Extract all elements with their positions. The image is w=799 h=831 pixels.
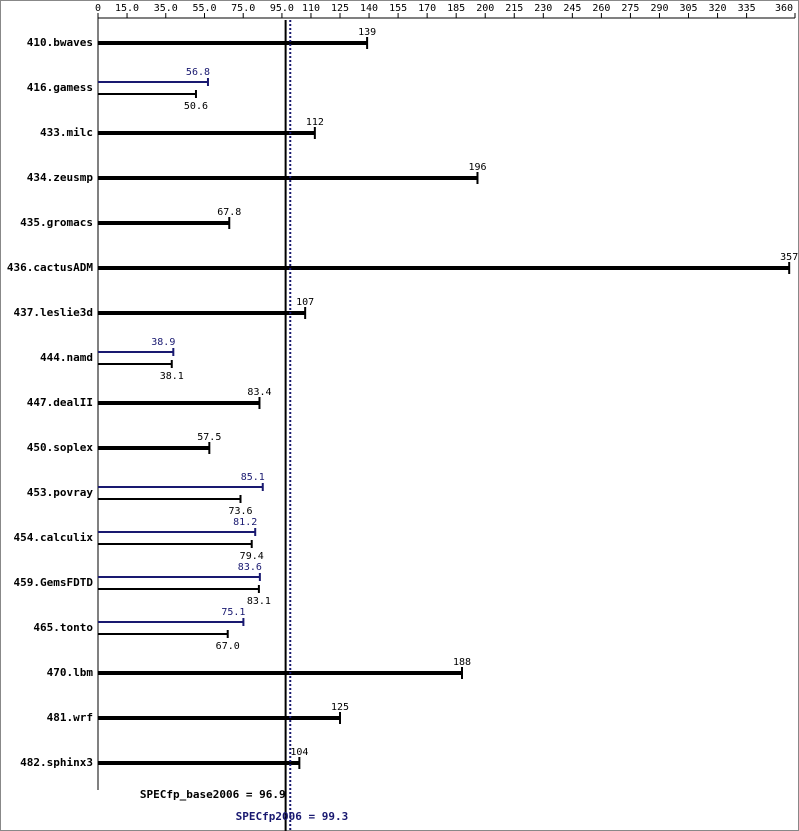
- category-label: 454.calculix: [14, 531, 94, 544]
- category-label: 459.GemsFDTD: [14, 576, 94, 589]
- category-label: 470.lbm: [47, 666, 94, 679]
- x-tick-label: 260: [592, 3, 610, 14]
- reference-label: SPECfp_base2006 = 96.9: [140, 788, 286, 801]
- x-tick-label: 0: [95, 3, 101, 14]
- x-tick-label: 305: [679, 3, 697, 14]
- category-label: 453.povray: [27, 486, 94, 499]
- value-label: 139: [358, 27, 376, 38]
- value-label: 112: [306, 117, 324, 128]
- category-label: 450.soplex: [27, 441, 94, 454]
- category-label: 437.leslie3d: [14, 306, 93, 319]
- category-label: 436.cactusADM: [7, 261, 93, 274]
- category-label: 410.bwaves: [27, 36, 93, 49]
- category-label: 482.sphinx3: [20, 756, 93, 769]
- x-tick-label: 245: [563, 3, 581, 14]
- category-label: 447.dealII: [27, 396, 93, 409]
- category-label: 481.wrf: [47, 711, 93, 724]
- x-tick-label: 230: [534, 3, 552, 14]
- category-label: 465.tonto: [33, 621, 93, 634]
- value-label: 357: [780, 252, 798, 263]
- value-label: 73.6: [228, 506, 252, 517]
- value-label: 83.4: [247, 387, 271, 398]
- x-tick-label: 200: [476, 3, 494, 14]
- x-tick-label: 110: [302, 3, 320, 14]
- category-label: 416.gamess: [27, 81, 93, 94]
- x-tick-label: 185: [447, 3, 465, 14]
- value-label: 38.1: [160, 371, 184, 382]
- value-label: 104: [290, 747, 308, 758]
- value-label: 67.0: [216, 641, 240, 652]
- value-label: 125: [331, 702, 349, 713]
- category-label: 433.milc: [40, 126, 93, 139]
- x-tick-label: 95.0: [270, 3, 294, 14]
- x-tick-label: 35.0: [154, 3, 178, 14]
- value-label: 107: [296, 297, 314, 308]
- x-tick-label: 15.0: [115, 3, 139, 14]
- peak-label: 38.9: [151, 337, 175, 348]
- value-label: 79.4: [240, 551, 264, 562]
- peak-label: 75.1: [221, 607, 245, 618]
- value-label: 67.8: [217, 207, 241, 218]
- x-tick-label: 290: [650, 3, 668, 14]
- x-tick-label: 75.0: [231, 3, 255, 14]
- value-label: 83.1: [247, 596, 271, 607]
- x-tick-label: 360: [775, 3, 793, 14]
- peak-label: 81.2: [233, 517, 257, 528]
- peak-label: 83.6: [238, 562, 262, 573]
- reference-label: SPECfp2006 = 99.3: [236, 810, 349, 823]
- x-tick-label: 140: [360, 3, 378, 14]
- value-label: 50.6: [184, 101, 208, 112]
- category-label: 444.namd: [40, 351, 93, 364]
- value-label: 188: [453, 657, 471, 668]
- x-tick-label: 55.0: [192, 3, 216, 14]
- peak-label: 85.1: [241, 472, 265, 483]
- category-label: 435.gromacs: [20, 216, 93, 229]
- x-tick-label: 170: [418, 3, 436, 14]
- x-tick-label: 275: [621, 3, 639, 14]
- x-tick-label: 125: [331, 3, 349, 14]
- value-label: 57.5: [197, 432, 221, 443]
- peak-label: 56.8: [186, 67, 210, 78]
- x-tick-label: 320: [709, 3, 727, 14]
- x-tick-label: 335: [738, 3, 756, 14]
- value-label: 196: [468, 162, 486, 173]
- category-label: 434.zeusmp: [27, 171, 94, 184]
- x-tick-label: 155: [389, 3, 407, 14]
- x-tick-label: 215: [505, 3, 523, 14]
